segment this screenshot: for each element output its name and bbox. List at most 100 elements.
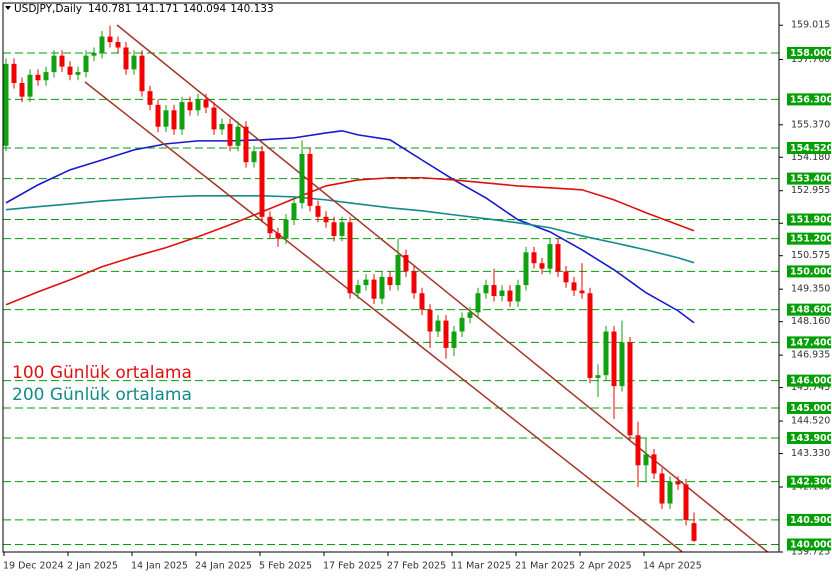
axes: 159.015157.760155.370154.180152.955151.7…	[3, 20, 832, 572]
level-label: 140.900	[790, 515, 832, 526]
candle-body	[195, 99, 201, 111]
level-label: 140.000	[790, 539, 832, 550]
candle-body	[283, 219, 289, 239]
plot-frame	[2, 2, 780, 553]
candle-body	[267, 216, 273, 234]
candle-body	[163, 110, 169, 127]
y-tick-label: 143.330	[791, 448, 830, 459]
menu-arrow[interactable]	[5, 6, 11, 10]
candle-body	[539, 263, 545, 269]
candle-body	[307, 153, 313, 206]
candle-body	[531, 252, 537, 264]
candle-body	[459, 317, 465, 332]
channel-lower	[84, 81, 684, 552]
candle-body	[419, 293, 425, 310]
x-tick-label: 27 Feb 2025	[387, 561, 446, 572]
x-tick-label: 2 Apr 2025	[579, 561, 632, 572]
candle-body	[571, 282, 577, 291]
level-box	[787, 46, 831, 59]
y-tick-label: 154.180	[791, 152, 830, 163]
candle-body	[171, 110, 177, 130]
candle-body	[635, 435, 641, 466]
channel	[84, 24, 769, 552]
candle-body	[291, 203, 297, 220]
candle-body	[211, 107, 217, 130]
candle-body	[515, 285, 521, 302]
x-tick-label: 19 Dec 2024	[3, 561, 64, 572]
header-close: 140.133	[230, 3, 273, 15]
candle-body	[155, 104, 161, 127]
level-label: 153.400	[790, 174, 832, 185]
y-tick-label: 145.745	[791, 382, 830, 393]
candle-body	[355, 285, 361, 294]
candle-body	[603, 331, 609, 376]
level-label: 150.000	[790, 266, 832, 277]
legend-entry: 200 Günlük ortalama	[12, 385, 192, 405]
y-tick-label: 149.350	[791, 284, 830, 295]
header-open: 140.781	[88, 3, 131, 15]
candle-body	[91, 52, 97, 56]
y-tick-label: 159.015	[791, 20, 830, 31]
candle-body	[483, 285, 489, 294]
header-high: 141.171	[135, 3, 178, 15]
level-box	[787, 475, 831, 488]
candle-body	[579, 290, 585, 294]
levels	[3, 52, 779, 545]
y-tick-label: 146.935	[791, 350, 830, 361]
candle-body	[675, 481, 681, 485]
candle-body	[411, 271, 417, 294]
y-tick-label: 139.725	[791, 547, 830, 558]
candle-body	[691, 523, 697, 541]
candle-body	[403, 255, 409, 272]
candle-body	[371, 279, 377, 299]
candle-body	[3, 63, 9, 146]
candle-body	[339, 222, 345, 236]
candle-body	[467, 312, 473, 318]
candle-body	[587, 293, 593, 378]
candle-body	[203, 99, 209, 108]
candle-body	[315, 205, 321, 217]
x-tick-label: 2 Jan 2025	[67, 561, 118, 572]
level-box	[787, 336, 831, 349]
candle-body	[507, 290, 513, 302]
candle-body	[555, 244, 561, 272]
level-label: 154.520	[790, 143, 832, 154]
candle-body	[395, 255, 401, 286]
level-box	[787, 172, 831, 185]
candle-body	[683, 484, 689, 520]
x-tick-label: 21 Mar 2025	[515, 561, 575, 572]
candle-body	[235, 126, 241, 146]
level-label: 151.200	[790, 234, 832, 245]
level-label: 146.000	[790, 376, 832, 387]
level-label: 145.000	[790, 403, 832, 414]
level-label: 158.000	[790, 48, 832, 59]
level-box	[787, 213, 831, 226]
candle-body	[387, 276, 393, 286]
candle-body	[131, 55, 137, 70]
candle-body	[123, 47, 129, 70]
candle-body	[499, 290, 505, 296]
candle-body	[107, 36, 113, 43]
header: USDJPY,Daily 140.781 141.171 140.094 140.133	[14, 3, 274, 15]
candle-body	[35, 74, 41, 81]
level-box	[787, 141, 831, 154]
candle-body	[227, 123, 233, 146]
y-tick-label: 144.520	[791, 416, 830, 427]
candle-body	[275, 233, 281, 239]
y-tick-label: 148.160	[791, 316, 830, 327]
candle-body	[115, 42, 121, 48]
candles	[3, 25, 697, 542]
candle-body	[611, 331, 617, 387]
candle-body	[259, 151, 265, 217]
level-label: 156.300	[790, 94, 832, 105]
level-box	[787, 431, 831, 444]
candle-body	[219, 123, 225, 130]
channel-upper	[116, 24, 769, 552]
candle-body	[659, 473, 665, 504]
candle-body	[59, 55, 65, 67]
candle-body	[547, 244, 553, 269]
candle-body	[139, 55, 145, 92]
x-tick-label: 14 Apr 2025	[643, 561, 702, 572]
